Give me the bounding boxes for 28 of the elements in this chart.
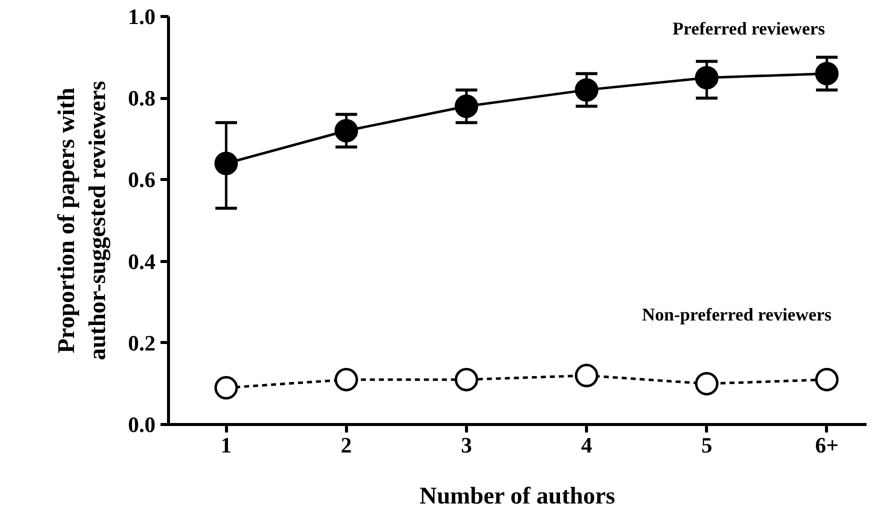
x-tick-label: 3: [460, 432, 472, 458]
y-tick-label: 0.6: [128, 167, 156, 192]
point: [454, 94, 478, 118]
point: [694, 66, 718, 90]
y-tick-label: 0.2: [128, 330, 156, 356]
y-tick-label: 1.0: [128, 4, 156, 29]
y-tick-label: 0.4: [128, 248, 156, 274]
point: [334, 119, 358, 142]
point: [574, 364, 598, 388]
point: [574, 78, 598, 102]
x-tick-label: 2: [340, 432, 352, 458]
x-axis-title: Number of authors: [420, 484, 616, 510]
point: [334, 368, 358, 392]
y-tick-label: 0.0: [128, 412, 156, 437]
x-tick-label: 1: [220, 432, 232, 458]
point: [214, 152, 238, 176]
point: [815, 62, 839, 86]
y-tick-label: 0.8: [128, 86, 156, 111]
x-tick-label: 6+: [815, 432, 839, 458]
point: [454, 368, 478, 392]
point: [214, 376, 238, 400]
text: Non-preferred reviewers: [642, 304, 832, 324]
series-label: Preferred reviewers: [672, 18, 825, 39]
y-axis-title: Proportion of papers with author-suggested reviewers: [54, 80, 111, 360]
x-tick-label: 4: [581, 432, 592, 458]
point: [815, 368, 839, 392]
x-tick-label: 5: [701, 432, 712, 458]
point: [694, 372, 718, 396]
